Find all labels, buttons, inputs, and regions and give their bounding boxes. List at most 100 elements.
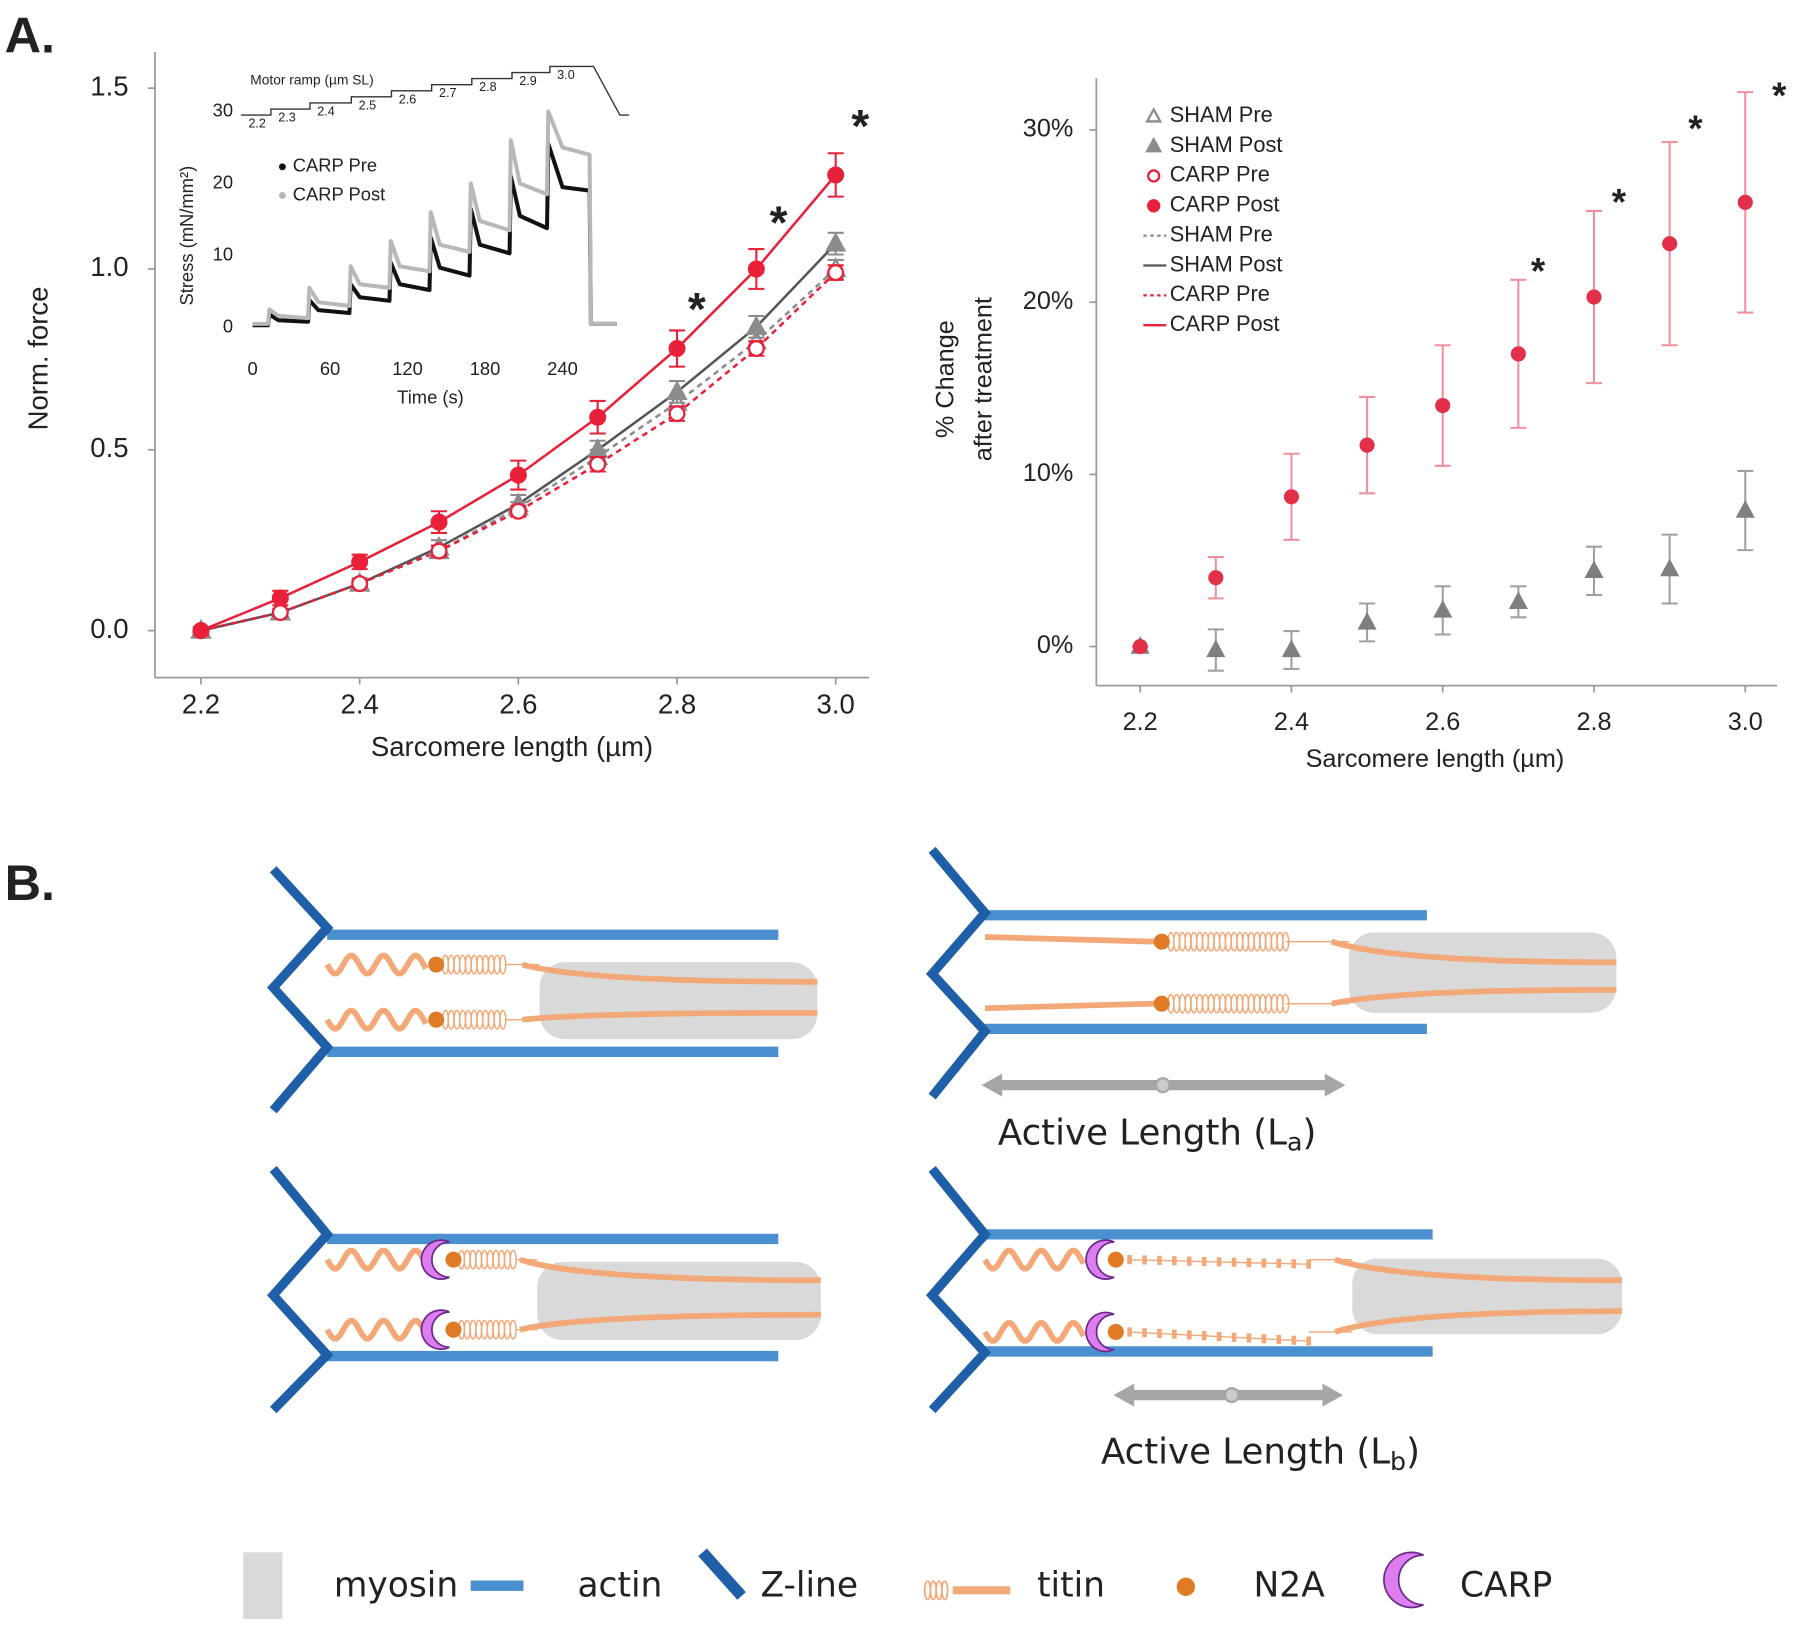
marker	[668, 405, 686, 423]
y-tick-label: 20	[213, 171, 233, 192]
marker	[351, 575, 369, 593]
label-subscript: b	[1390, 1447, 1406, 1476]
n2a	[445, 1251, 462, 1268]
x-tick-label: 240	[547, 358, 578, 379]
x-axis-label: Sarcomere length (µm)	[371, 731, 653, 762]
trace	[252, 109, 617, 326]
titin-segment	[1201, 1331, 1207, 1341]
marker	[430, 513, 448, 531]
titin-segment	[1157, 1255, 1162, 1265]
titin-segment	[1127, 1327, 1132, 1337]
n2a	[445, 1321, 462, 1338]
x-tick-label: 2.2	[1123, 708, 1158, 736]
titin-segment	[1231, 1257, 1237, 1267]
ramp-step-label: 2.8	[479, 80, 497, 94]
y-tick-label: 0	[223, 315, 233, 336]
z-line	[267, 866, 334, 1114]
n2a	[1107, 1251, 1124, 1268]
titin	[1334, 1256, 1623, 1284]
legend-marker	[1147, 169, 1161, 183]
titin-segment	[1142, 1328, 1147, 1338]
titin-segment	[1276, 1334, 1282, 1345]
titin-segment	[1142, 1255, 1147, 1265]
titin-segment	[1231, 1332, 1237, 1342]
carp	[1085, 1239, 1115, 1280]
y-tick-label: 30%	[1023, 115, 1074, 143]
y-tick-label: 1.0	[90, 251, 128, 282]
active-length-label: Active Length (Lb)	[1101, 1432, 1420, 1476]
legend-carp	[1383, 1551, 1424, 1609]
ramp-step-label: 2.5	[359, 98, 377, 112]
marker	[430, 542, 448, 560]
legend-marker	[1145, 136, 1163, 153]
n2a	[1153, 995, 1170, 1012]
titin-segment	[1306, 1336, 1311, 1346]
marker	[589, 455, 607, 473]
y-tick-label: 20%	[1023, 287, 1074, 315]
titin	[984, 934, 1155, 945]
y-axis-label: Stress (mN/mm²)	[176, 166, 197, 306]
x-tick-label: 60	[320, 358, 340, 379]
titin-segment	[1291, 1259, 1297, 1269]
titin-segment	[1186, 1256, 1192, 1266]
marker	[747, 340, 765, 358]
x-tick-label: 2.8	[1576, 708, 1611, 736]
titin-segment	[1261, 1258, 1267, 1268]
titin-segment	[1246, 1258, 1252, 1268]
marker	[827, 166, 845, 184]
y-axis-label: after treatment	[970, 297, 998, 461]
y-axis-label: Norm. force	[22, 287, 53, 431]
ramp-staircase	[241, 65, 630, 116]
arrow-head	[1113, 1383, 1135, 1407]
diagram: Active Length (La)Active Length (Lb)myos…	[243, 846, 1623, 1619]
marker	[747, 260, 765, 278]
z-line	[320, 925, 331, 936]
titin-segment	[1157, 1328, 1162, 1339]
y-tick-label: 0.5	[90, 432, 128, 463]
legend-label: CARP Post	[293, 183, 386, 204]
legend-label: titin	[1037, 1565, 1105, 1605]
n2a	[1107, 1323, 1124, 1340]
marker	[1662, 236, 1678, 252]
marker	[1208, 570, 1224, 586]
titin-segment	[1172, 1256, 1177, 1266]
legend-label: CARP Pre	[1170, 281, 1270, 306]
marker	[351, 553, 369, 571]
legend-label: CARP Post	[1170, 311, 1280, 336]
titin	[324, 1247, 429, 1272]
ramp-step-label: 2.9	[519, 74, 537, 88]
marker	[1435, 397, 1451, 414]
significance-mark: *	[1531, 250, 1546, 291]
ramp-step-label: 3.0	[557, 68, 575, 82]
legend-label: SHAM Pre	[1170, 102, 1273, 127]
x-tick-label: 2.4	[341, 689, 379, 720]
marker	[1357, 612, 1377, 630]
n2a	[428, 956, 445, 973]
ramp-step-label: 2.3	[278, 111, 296, 125]
z-line	[977, 1231, 989, 1242]
titin	[1334, 1308, 1623, 1335]
arrow-head	[1322, 1383, 1344, 1407]
arrow-head	[981, 1073, 1003, 1097]
legend-marker	[278, 192, 286, 199]
titin-coil	[509, 1319, 517, 1340]
x-axis-label: Sarcomere length (µm)	[1306, 745, 1565, 773]
titin-segment	[1186, 1330, 1192, 1340]
arrow-dot	[1223, 1387, 1240, 1404]
marker	[1359, 437, 1375, 453]
label-part: Active Length (L	[1101, 1432, 1390, 1473]
myosin	[1348, 932, 1617, 1013]
titin	[519, 1311, 821, 1333]
titin-coil	[509, 1249, 517, 1270]
marker	[589, 408, 607, 426]
significance-mark: *	[688, 283, 706, 335]
marker	[1508, 591, 1528, 609]
marker	[509, 502, 527, 520]
z-line	[977, 910, 989, 921]
marker	[271, 604, 289, 622]
ramp-step-label: 2.2	[248, 117, 266, 131]
z-line	[925, 1166, 992, 1414]
carp	[420, 1309, 450, 1350]
x-tick-label: 120	[392, 358, 423, 379]
